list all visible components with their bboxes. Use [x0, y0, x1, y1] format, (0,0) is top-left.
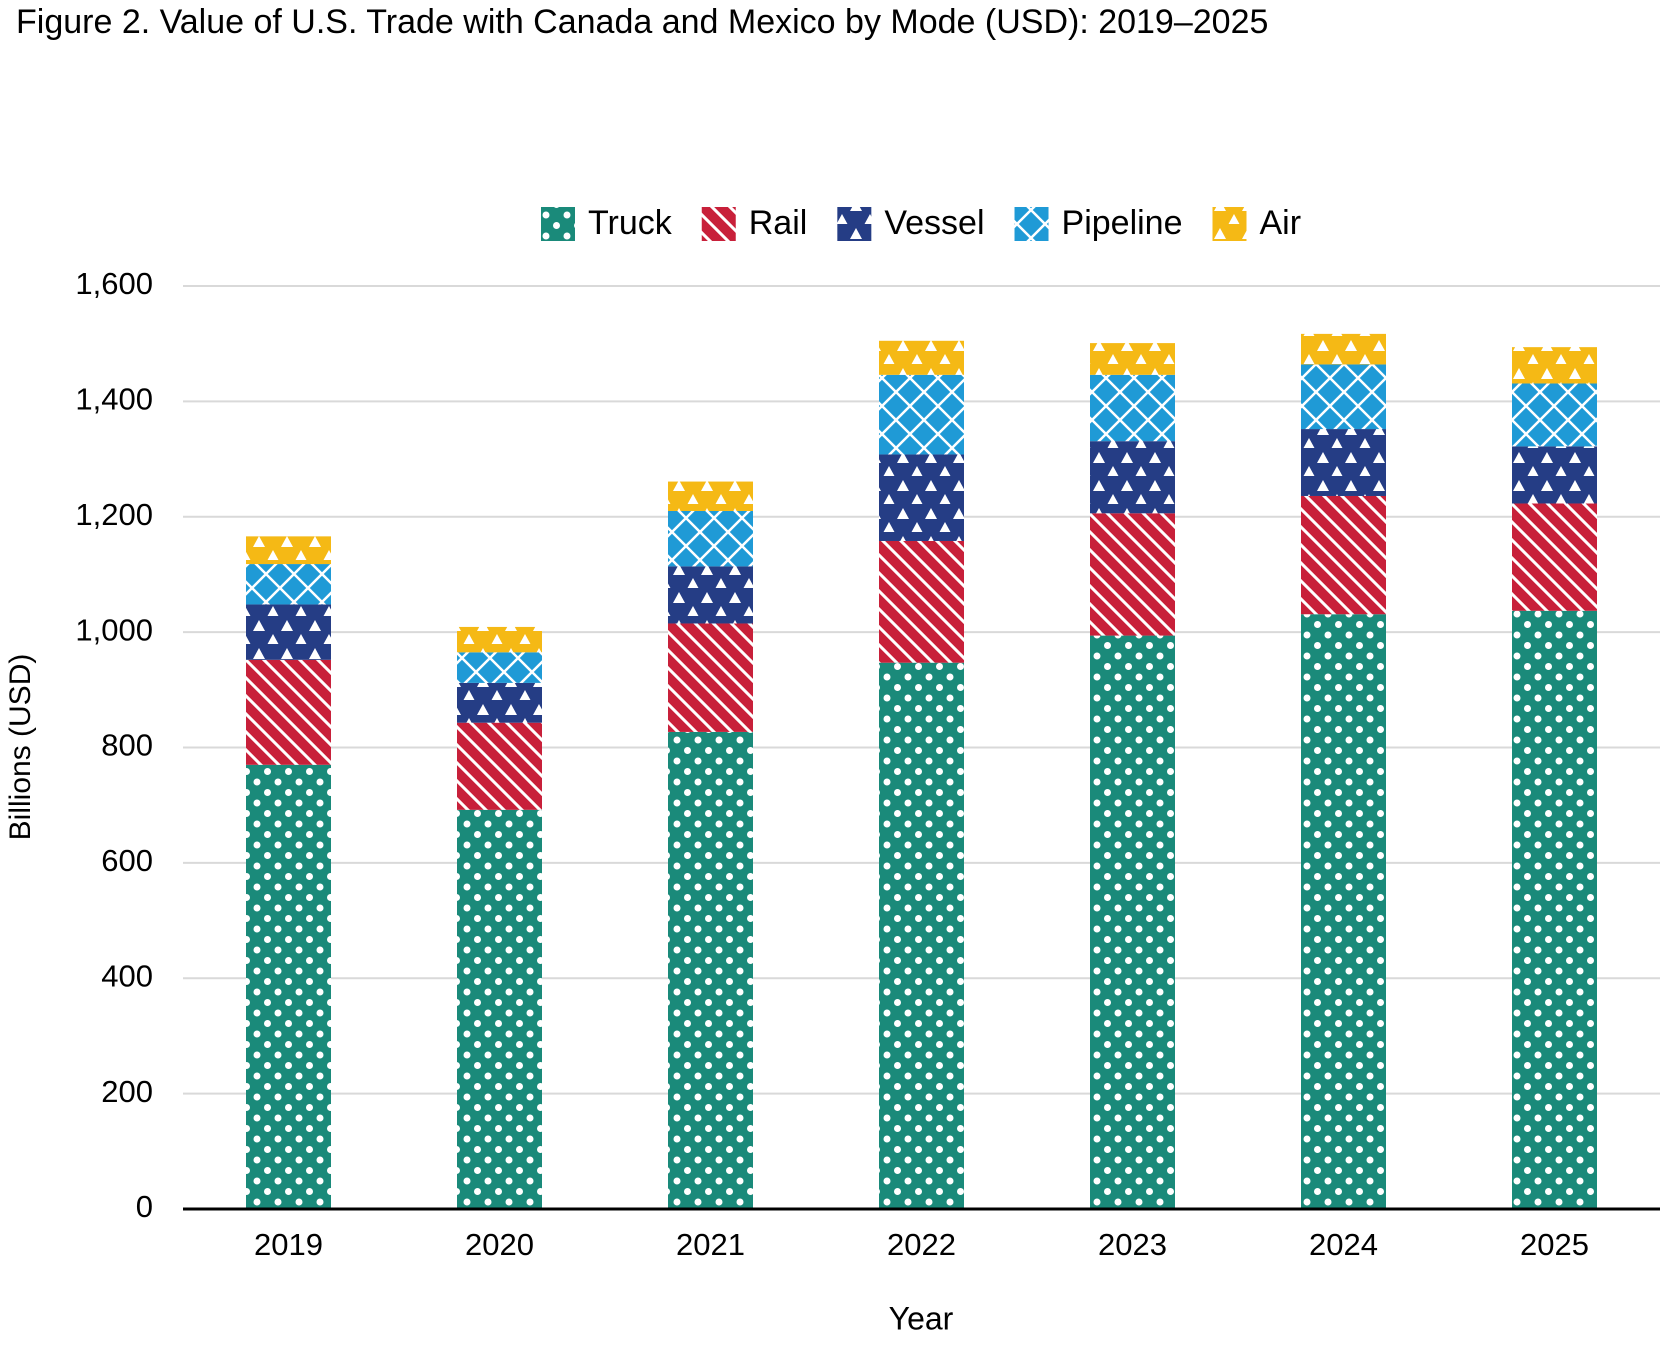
bar-segment — [879, 540, 964, 663]
legend-swatch — [541, 207, 575, 241]
bar-segment — [668, 623, 753, 732]
legend-label: Truck — [588, 204, 673, 242]
bar-segment — [1090, 513, 1175, 636]
bar-segment — [457, 722, 542, 810]
legend-label: Pipeline — [1062, 204, 1183, 242]
bar-segment — [1512, 347, 1597, 384]
bar-segment — [668, 731, 753, 1209]
bar-segment — [1090, 441, 1175, 514]
bar-segment — [457, 682, 542, 723]
bar-segment — [1301, 333, 1386, 365]
legend-label: Rail — [749, 204, 808, 242]
legend-swatch — [1014, 207, 1049, 241]
x-tick-label: 2021 — [676, 1227, 745, 1262]
x-tick-label: 2019 — [254, 1227, 323, 1262]
bar-segment — [1512, 503, 1597, 611]
y-tick-label: 1,200 — [75, 497, 153, 532]
chart-title: Figure 2. Value of U.S. Trade with Canad… — [16, 3, 1268, 41]
x-tick-label: 2024 — [1309, 1227, 1378, 1262]
bar-segment — [457, 626, 542, 653]
bar-segment — [668, 481, 753, 511]
y-axis-title: Billions (USD) — [4, 654, 37, 841]
y-tick-label: 1,400 — [75, 382, 153, 417]
bar-segment — [879, 340, 964, 375]
bar-segment — [457, 652, 542, 683]
legend-label: Air — [1260, 204, 1302, 242]
x-tick-label: 2020 — [465, 1227, 534, 1262]
y-tick-label: 1,000 — [75, 612, 153, 647]
bar-segment — [668, 510, 753, 567]
legend-swatch — [701, 207, 736, 241]
bar-segment — [1301, 495, 1386, 615]
y-tick-label: 0 — [136, 1189, 153, 1224]
y-tick-label: 600 — [101, 843, 153, 878]
bar-segment — [1512, 446, 1597, 504]
x-axis-title: Year — [889, 1300, 954, 1336]
legend-swatch — [837, 207, 872, 241]
bar-segment — [246, 604, 331, 660]
bar-segment — [879, 454, 964, 541]
bar-segment — [879, 662, 964, 1209]
bar-segment — [1090, 343, 1175, 375]
x-tick-label: 2023 — [1098, 1227, 1167, 1262]
bar-segment — [668, 566, 753, 624]
bar-segment — [1301, 364, 1386, 430]
bar-segment — [246, 564, 331, 605]
bar-segment — [1301, 429, 1386, 496]
bar-segment — [1512, 610, 1597, 1209]
bar-segment — [1301, 614, 1386, 1209]
bar-segment — [246, 659, 331, 765]
y-tick-label: 200 — [101, 1074, 153, 1109]
bar-segment — [1090, 635, 1175, 1209]
bar-segment — [457, 809, 542, 1209]
bar-segment — [246, 536, 331, 565]
y-tick-label: 1,600 — [75, 266, 153, 301]
legend-label: Vessel — [884, 204, 984, 242]
bar-segment — [1090, 374, 1175, 442]
x-tick-label: 2022 — [887, 1227, 956, 1262]
y-tick-label: 400 — [101, 958, 153, 993]
legend: Truck Rail Vessel Pipeline Air — [541, 204, 1301, 242]
bar-segment — [1512, 383, 1597, 447]
bar-segment — [246, 764, 331, 1209]
y-tick-label: 800 — [101, 728, 153, 763]
x-tick-label: 2025 — [1520, 1227, 1589, 1262]
legend-swatch — [1212, 207, 1247, 241]
bar-segment — [879, 374, 964, 455]
